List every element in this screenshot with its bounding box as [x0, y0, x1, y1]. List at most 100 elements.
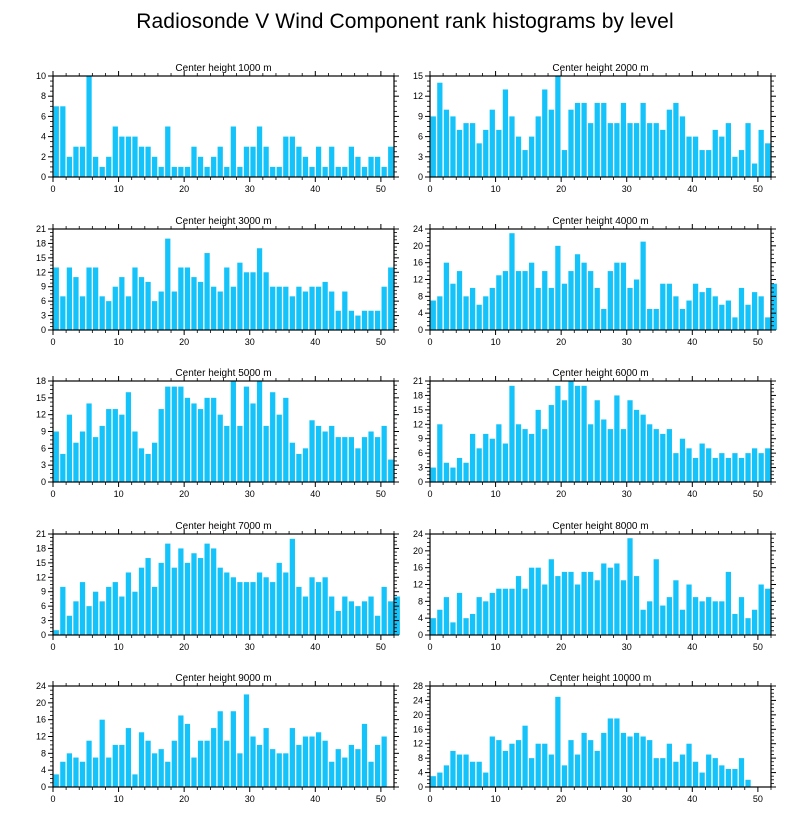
bar [706, 448, 712, 482]
bar [184, 397, 191, 482]
bar [322, 740, 328, 787]
bar [86, 606, 92, 635]
bar [456, 592, 463, 635]
y-tick-label: 20 [413, 546, 423, 556]
bar [542, 584, 548, 635]
panel-title: Center height 3000 m [175, 216, 271, 227]
bar [673, 761, 679, 787]
bar [745, 779, 751, 787]
bar [509, 233, 515, 330]
bar [574, 584, 581, 635]
bar [463, 754, 469, 787]
bar [283, 397, 289, 482]
bar [666, 429, 672, 482]
bar [256, 572, 263, 635]
x-tick-label: 50 [753, 794, 763, 804]
bar [315, 425, 322, 482]
bar [751, 609, 758, 635]
x-tick-label: 40 [310, 337, 320, 347]
bar [119, 136, 125, 177]
y-tick-label: 15 [36, 253, 46, 263]
bar [256, 126, 263, 177]
bar [112, 744, 118, 787]
y-tick-label: 4 [41, 132, 46, 142]
bar [633, 279, 640, 330]
x-tick-label: 50 [753, 337, 763, 347]
bar [289, 442, 295, 482]
bar [270, 582, 276, 635]
bar [211, 286, 217, 330]
bar [138, 732, 145, 787]
bar [329, 146, 335, 177]
bar [119, 596, 125, 635]
bar [686, 743, 692, 787]
bar [335, 610, 341, 635]
bar [574, 754, 581, 787]
bar [184, 267, 191, 330]
bar [522, 588, 528, 635]
x-tick-label: 10 [491, 642, 501, 652]
bar [204, 397, 210, 482]
bar [463, 618, 469, 635]
bar [712, 296, 718, 330]
bar [588, 123, 594, 177]
y-tick-label: 3 [41, 311, 46, 321]
bar [706, 754, 712, 787]
bar [437, 609, 443, 635]
bar [355, 315, 361, 330]
bar [430, 776, 436, 787]
y-tick-label: 0 [41, 325, 46, 335]
bar [633, 409, 640, 482]
bar [548, 405, 554, 482]
bar [765, 143, 771, 177]
bar [60, 586, 66, 635]
bar [515, 136, 522, 177]
bar [470, 287, 476, 330]
bar [614, 123, 620, 177]
bar [686, 584, 692, 635]
y-tick-label: 18 [36, 238, 46, 248]
plot-frame [52, 75, 395, 178]
bar [289, 296, 295, 330]
y-tick-label: 15 [413, 71, 423, 81]
bar [270, 166, 276, 177]
y-tick-label: 9 [418, 434, 423, 444]
bar [243, 146, 250, 177]
bar [237, 425, 243, 482]
bar [270, 392, 276, 482]
bar [224, 572, 230, 635]
bar [765, 448, 771, 482]
bar [217, 414, 223, 482]
bar [673, 102, 679, 177]
bar [450, 116, 456, 177]
bar [184, 723, 191, 788]
bar [476, 304, 482, 330]
bar [640, 736, 646, 787]
x-tick-label: 40 [687, 642, 697, 652]
bar [430, 467, 436, 482]
bar [660, 283, 666, 330]
bar [555, 245, 561, 330]
bar [93, 156, 99, 177]
bar [666, 743, 672, 787]
bar [679, 116, 686, 177]
bar [165, 543, 171, 635]
bar [627, 538, 633, 635]
bar [725, 571, 731, 636]
bar [745, 304, 751, 330]
bar [106, 586, 112, 635]
bar [145, 453, 151, 482]
bar [342, 166, 348, 177]
bar [443, 765, 450, 787]
bar [250, 272, 256, 330]
x-tick-label: 0 [427, 642, 432, 652]
bar [388, 601, 394, 635]
y-tick-label: 4 [418, 308, 423, 318]
main-title: Radiosonde V Wind Component rank histogr… [136, 10, 674, 33]
bar [158, 749, 164, 788]
bar [99, 296, 105, 330]
bar [53, 774, 59, 788]
y-tick-label: 15 [36, 558, 46, 568]
bar [607, 718, 613, 787]
bar [132, 774, 138, 788]
